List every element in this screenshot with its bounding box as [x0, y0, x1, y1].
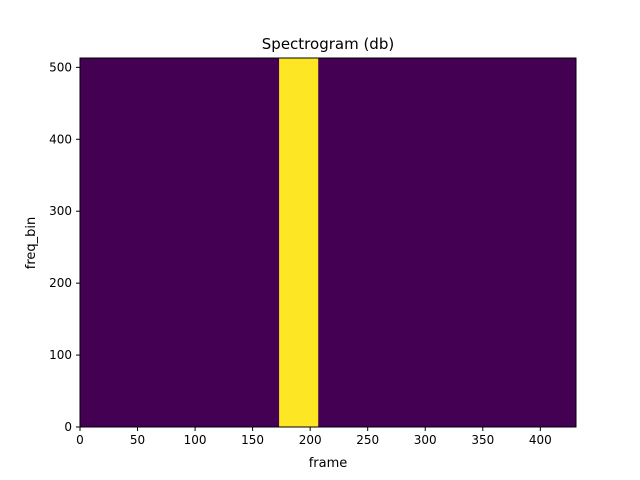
x-tick-label: 250 [356, 433, 379, 447]
chart-title: Spectrogram (db) [262, 35, 394, 53]
x-tick-label: 200 [299, 433, 322, 447]
x-axis-ticks: 0 50 100 150 200 250 300 350 400 [76, 427, 552, 447]
y-tick-label: 400 [49, 132, 72, 146]
x-tick-label: 0 [76, 433, 84, 447]
y-tick-label: 0 [64, 420, 72, 434]
y-tick-label: 300 [49, 204, 72, 218]
y-tick-label: 100 [49, 348, 72, 362]
heatmap-bands [279, 58, 319, 427]
y-tick-label: 200 [49, 276, 72, 290]
y-tick-label: 500 [49, 60, 72, 74]
heatmap-band-0 [279, 58, 319, 427]
y-axis-ticks: 0 100 200 300 400 500 [49, 60, 80, 434]
x-tick-label: 350 [471, 433, 494, 447]
x-tick-label: 50 [130, 433, 145, 447]
heatmap-background [80, 58, 576, 427]
y-axis-label: freq_bin [24, 217, 39, 270]
x-tick-label: 150 [241, 433, 264, 447]
x-tick-label: 400 [529, 433, 552, 447]
plot-frame [79, 57, 577, 428]
x-tick-label: 300 [414, 433, 437, 447]
x-tick-label: 100 [184, 433, 207, 447]
x-axis-label: frame [309, 456, 348, 471]
